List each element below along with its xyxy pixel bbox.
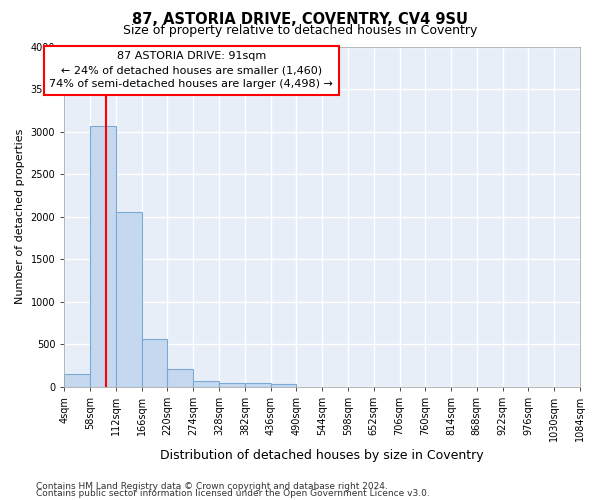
Bar bbox=[271, 384, 296, 387]
Y-axis label: Number of detached properties: Number of detached properties bbox=[15, 129, 25, 304]
Text: Contains HM Land Registry data © Crown copyright and database right 2024.: Contains HM Land Registry data © Crown c… bbox=[36, 482, 388, 491]
Bar bbox=[167, 369, 193, 387]
X-axis label: Distribution of detached houses by size in Coventry: Distribution of detached houses by size … bbox=[160, 450, 484, 462]
Text: 87, ASTORIA DRIVE, COVENTRY, CV4 9SU: 87, ASTORIA DRIVE, COVENTRY, CV4 9SU bbox=[132, 12, 468, 28]
Bar bbox=[245, 384, 271, 387]
Bar bbox=[219, 382, 245, 387]
Text: Contains public sector information licensed under the Open Government Licence v3: Contains public sector information licen… bbox=[36, 489, 430, 498]
Bar bbox=[64, 374, 90, 387]
Text: Size of property relative to detached houses in Coventry: Size of property relative to detached ho… bbox=[123, 24, 477, 37]
Bar bbox=[193, 381, 219, 387]
Bar bbox=[142, 339, 167, 387]
Bar bbox=[90, 126, 116, 387]
Text: 87 ASTORIA DRIVE: 91sqm
← 24% of detached houses are smaller (1,460)
74% of semi: 87 ASTORIA DRIVE: 91sqm ← 24% of detache… bbox=[49, 52, 333, 90]
Bar bbox=[116, 212, 142, 387]
